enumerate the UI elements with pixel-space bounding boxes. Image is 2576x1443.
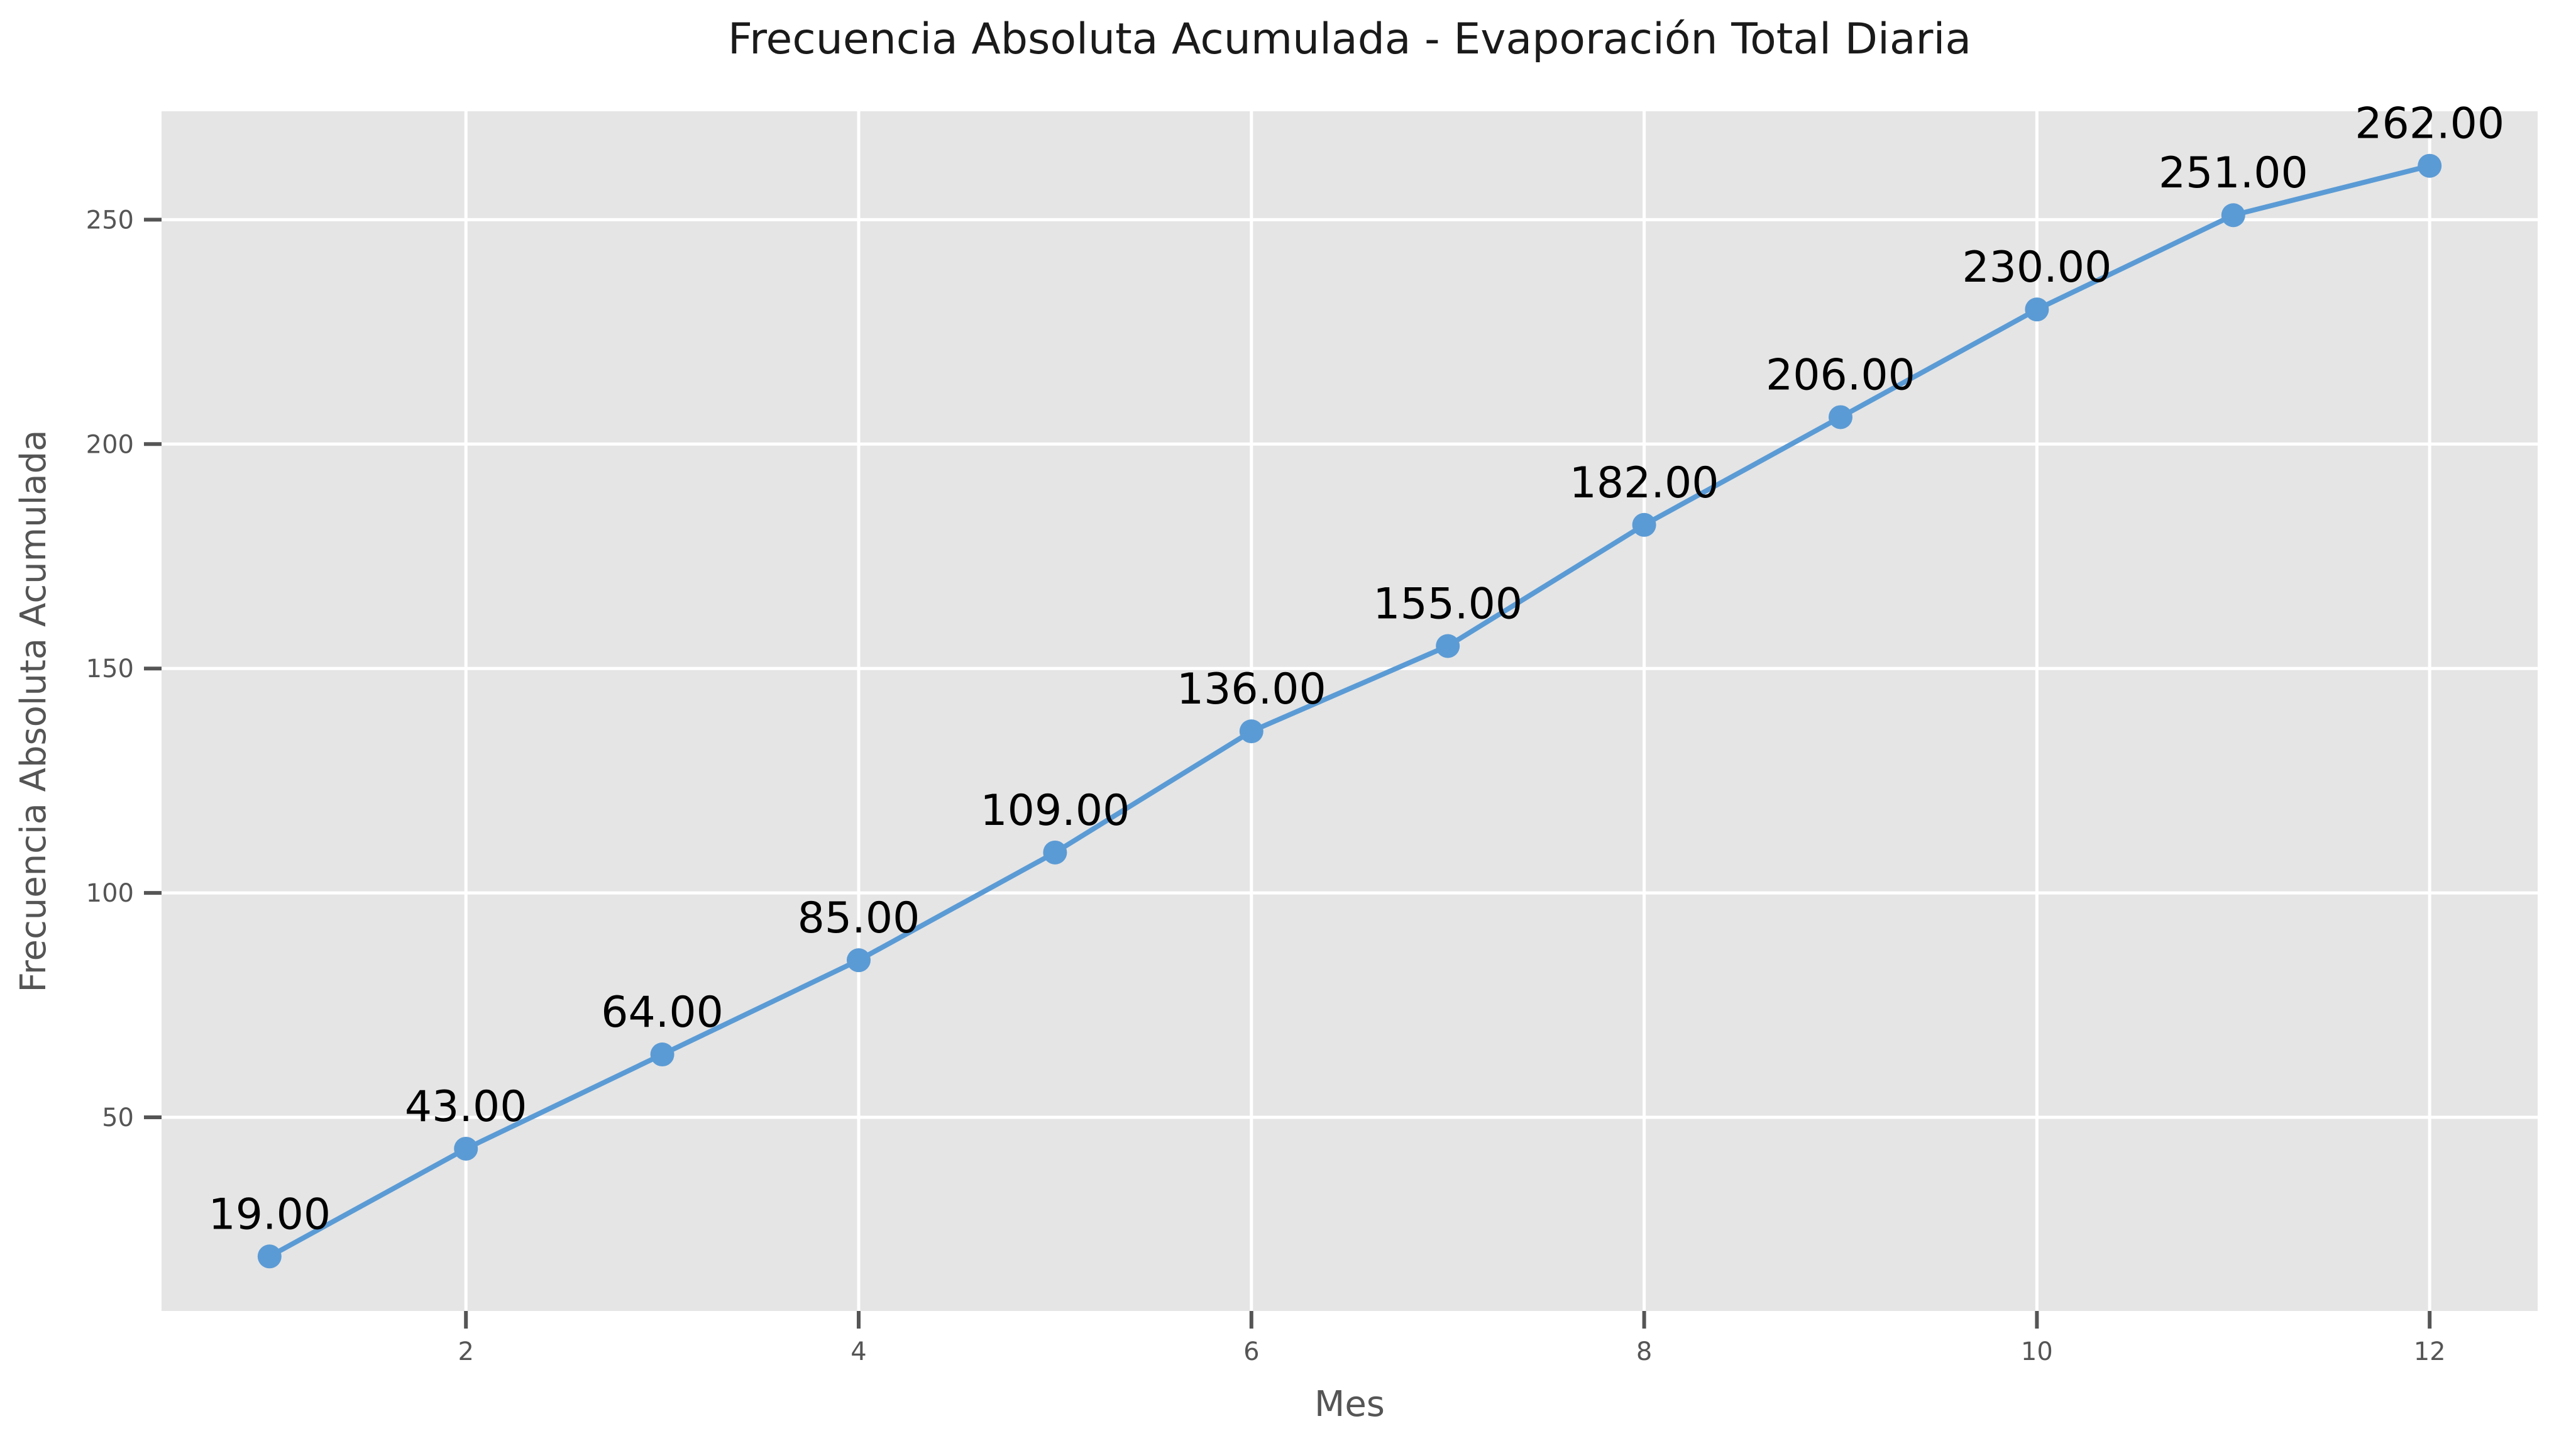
data-label: 19.00	[208, 1190, 331, 1239]
y-tick-label: 150	[86, 655, 134, 683]
gridlines	[162, 111, 2538, 1311]
data-labels: 19.00 43.00 64.00 85.00 109.00 136.00 155.00 18…	[208, 99, 2504, 1240]
data-point	[1239, 719, 1263, 744]
data-label: 64.00	[601, 988, 724, 1037]
x-axis-label: Mes	[1314, 1384, 1385, 1425]
data-point	[2025, 297, 2049, 322]
data-point	[1436, 634, 1460, 658]
data-label: 206.00	[1766, 350, 1915, 400]
data-point	[2221, 203, 2245, 228]
data-label: 182.00	[1570, 458, 1719, 508]
y-tick-label: 250	[86, 206, 134, 235]
data-label: 43.00	[405, 1082, 527, 1132]
y-axis-label: Frecuencia Absoluta Acumulada	[13, 430, 54, 993]
x-tick-label: 8	[1636, 1337, 1652, 1366]
x-tick-label: 6	[1243, 1337, 1259, 1366]
data-label: 155.00	[1373, 579, 1522, 629]
y-tick-label: 200	[86, 430, 134, 459]
x-tick-label: 4	[850, 1337, 866, 1366]
data-label: 85.00	[798, 893, 920, 943]
data-label: 136.00	[1177, 665, 1326, 714]
series	[257, 153, 2442, 1269]
data-label: 109.00	[980, 786, 1130, 836]
x-tick-label: 12	[2414, 1337, 2446, 1366]
data-label: 262.00	[2355, 99, 2504, 149]
x-tick-label: 10	[2021, 1337, 2053, 1366]
data-label: 251.00	[2159, 148, 2308, 198]
data-point	[1632, 512, 1656, 537]
data-label: 230.00	[1962, 243, 2111, 292]
data-point	[847, 948, 871, 973]
data-point	[1043, 840, 1067, 865]
data-point	[2418, 153, 2442, 178]
axis-ticks: 2 4 6 8 10 12 50 100 150 200 250	[86, 206, 2446, 1366]
data-point	[454, 1136, 478, 1161]
y-tick-label: 100	[86, 879, 134, 908]
chart-title: Frecuencia Absoluta Acumulada - Evaporac…	[728, 14, 1971, 64]
y-tick-label: 50	[102, 1103, 134, 1132]
data-point	[650, 1042, 674, 1067]
x-tick-label: 2	[458, 1337, 473, 1366]
data-point	[257, 1244, 282, 1269]
series-line	[267, 163, 2433, 1259]
data-point	[1828, 405, 1852, 429]
plot-area	[162, 111, 2538, 1311]
